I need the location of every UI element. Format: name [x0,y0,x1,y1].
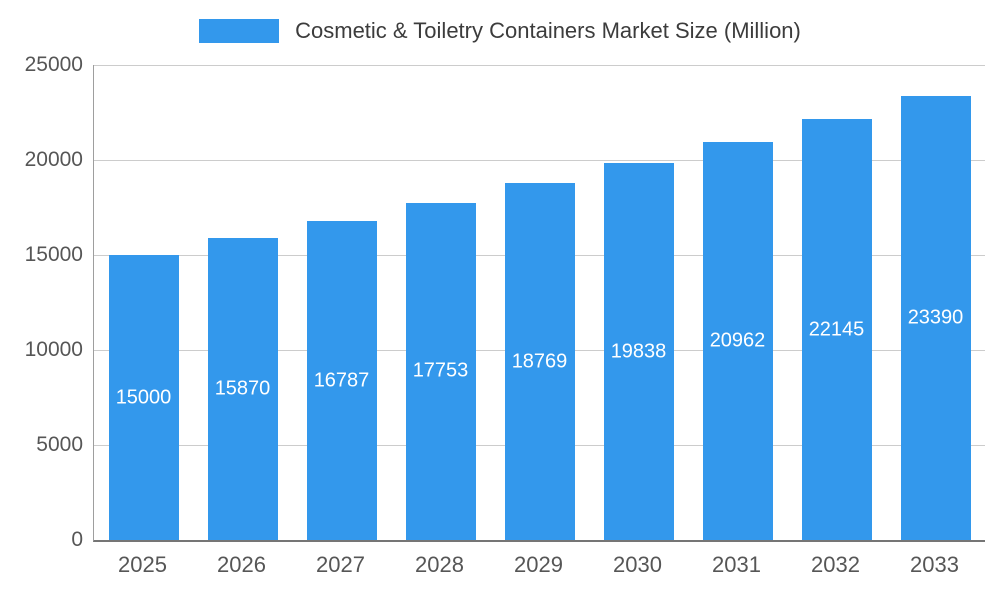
bar-value-label: 16787 [313,369,370,392]
bar-value-label: 22145 [808,318,865,341]
chart-title: Cosmetic & Toiletry Containers Market Si… [295,18,801,43]
bar-slot: 16787 [292,65,391,540]
x-tick-label-2028: 2028 [415,552,464,577]
x-tick-label-2031: 2031 [712,552,761,577]
y-tick-label-10000: 10000 [24,338,83,361]
legend: Cosmetic & Toiletry Containers Market Si… [0,18,1000,44]
bar-slot: 20962 [688,65,787,540]
bar-value-label: 19838 [610,340,667,363]
x-tick-label-2032: 2032 [811,552,860,577]
bar-slot: 23390 [886,65,985,540]
bar-slot: 18769 [490,65,589,540]
bar-slot: 19838 [589,65,688,540]
y-tick-label-15000: 15000 [24,243,83,266]
bar-value-label: 20962 [709,329,766,352]
bar-slot: 15870 [193,65,292,540]
bar-2028[interactable]: 17753 [405,202,476,540]
x-tick-label-2025: 2025 [118,552,167,577]
x-tick-label-2027: 2027 [316,552,365,577]
bar-slot: 17753 [391,65,490,540]
bar-2030[interactable]: 19838 [603,163,674,540]
bar-2031[interactable]: 20962 [702,141,773,540]
bar-2025[interactable]: 15000 [108,255,179,540]
bar-2033[interactable]: 23390 [900,95,971,540]
x-tick-label-2026: 2026 [217,552,266,577]
legend-swatch [199,19,280,43]
y-tick-label-5000: 5000 [36,433,83,456]
y-tick-label-20000: 20000 [24,148,83,171]
bar-slot: 15000 [94,65,193,540]
bar-2029[interactable]: 18769 [504,183,575,540]
bar-value-label: 15870 [214,377,271,400]
x-tick-label-2030: 2030 [613,552,662,577]
x-tick-label-2029: 2029 [514,552,563,577]
gridline [94,160,985,161]
y-axis-labels: 0 5000 10000 15000 20000 25000 [0,53,83,551]
gridline [94,65,985,66]
bar-2027[interactable]: 16787 [306,221,377,540]
bar-slot: 22145 [787,65,886,540]
bar-2032[interactable]: 22145 [801,119,872,540]
bar-value-label: 18769 [511,350,568,373]
x-tick-label-2033: 2033 [910,552,959,577]
plot-area: 15000 15870 16787 17753 18769 19838 20962 22145… [93,65,985,542]
bar-2026[interactable]: 15870 [207,238,278,540]
bar-value-label: 15000 [115,386,172,408]
x-axis-labels: 2025 2026 2027 2028 2029 2030 2031 2032 2033 [93,552,984,578]
y-tick-label-25000: 25000 [24,53,83,76]
y-tick-label-0: 0 [71,528,83,551]
bars-row: 15000 15870 16787 17753 18769 19838 20962 22145… [94,65,985,540]
bar-value-label: 17753 [412,359,469,382]
bar-value-label: 23390 [907,306,964,329]
